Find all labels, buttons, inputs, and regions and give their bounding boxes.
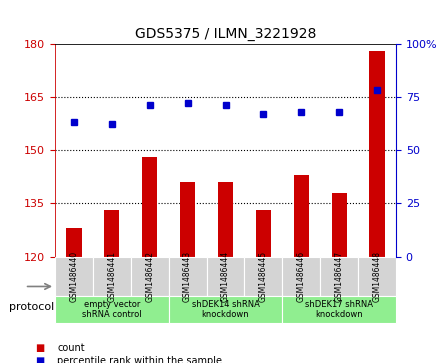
- Text: GSM1486441: GSM1486441: [107, 251, 116, 302]
- Bar: [66, 228, 81, 363]
- Title: GDS5375 / ILMN_3221928: GDS5375 / ILMN_3221928: [135, 27, 316, 41]
- Text: GSM1486448: GSM1486448: [373, 251, 381, 302]
- Text: protocol: protocol: [9, 302, 54, 312]
- Bar: [282, 297, 396, 323]
- Text: GSM1486442: GSM1486442: [145, 251, 154, 302]
- Text: percentile rank within the sample: percentile rank within the sample: [57, 356, 222, 363]
- Text: GSM1486444: GSM1486444: [221, 251, 230, 302]
- Bar: [358, 257, 396, 297]
- Text: count: count: [57, 343, 85, 354]
- Bar: [104, 211, 119, 363]
- Text: shDEK17 shRNA
knockdown: shDEK17 shRNA knockdown: [305, 300, 373, 319]
- Text: shDEK14 shRNA
knockdown: shDEK14 shRNA knockdown: [191, 300, 260, 319]
- Text: ■: ■: [35, 343, 44, 354]
- Bar: [93, 257, 131, 297]
- Bar: [320, 257, 358, 297]
- Text: GSM1486445: GSM1486445: [259, 251, 268, 302]
- Bar: [169, 257, 206, 297]
- Bar: [370, 51, 385, 363]
- Text: GSM1486443: GSM1486443: [183, 251, 192, 302]
- Bar: [169, 297, 282, 323]
- Bar: [206, 257, 245, 297]
- Bar: [294, 175, 309, 363]
- Bar: [142, 157, 158, 363]
- Bar: [218, 182, 233, 363]
- Text: GSM1486440: GSM1486440: [70, 251, 78, 302]
- Bar: [332, 193, 347, 363]
- Bar: [256, 211, 271, 363]
- Bar: [55, 297, 169, 323]
- Bar: [180, 182, 195, 363]
- Text: GSM1486447: GSM1486447: [335, 251, 344, 302]
- Bar: [245, 257, 282, 297]
- Text: GSM1486446: GSM1486446: [297, 251, 306, 302]
- Bar: [55, 257, 93, 297]
- Text: ■: ■: [35, 356, 44, 363]
- Text: empty vector
shRNA control: empty vector shRNA control: [82, 300, 142, 319]
- Bar: [282, 257, 320, 297]
- Bar: [131, 257, 169, 297]
